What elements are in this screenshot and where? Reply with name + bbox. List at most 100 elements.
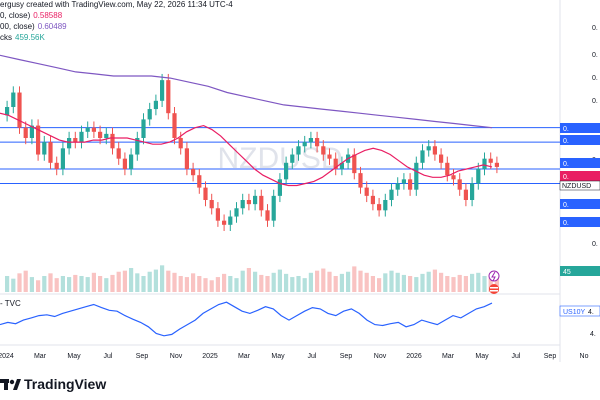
candle-body[interactable]: [203, 187, 208, 200]
candle-body[interactable]: [482, 158, 487, 169]
candle-body[interactable]: [172, 113, 177, 138]
candle-body[interactable]: [135, 138, 140, 155]
ma2-legend[interactable]: 00, close) 0.60489: [0, 22, 67, 32]
candle-body[interactable]: [302, 142, 307, 147]
volume-bar: [296, 276, 301, 292]
candle-body[interactable]: [432, 146, 437, 155]
candle-body[interactable]: [104, 133, 109, 138]
candle-body[interactable]: [191, 169, 196, 176]
candle-body[interactable]: [370, 195, 375, 205]
candle-body[interactable]: [290, 154, 295, 163]
candle-body[interactable]: [377, 204, 382, 211]
candle-body[interactable]: [327, 154, 332, 159]
price-badge-line2: 0.: [563, 138, 569, 145]
candle-body[interactable]: [209, 200, 214, 209]
candle-body[interactable]: [129, 154, 134, 169]
candle-body[interactable]: [246, 200, 251, 205]
candle-body[interactable]: [315, 138, 320, 147]
candle-body[interactable]: [228, 216, 233, 225]
candle-body[interactable]: [222, 220, 227, 225]
candle-body[interactable]: [364, 187, 369, 196]
candle-body[interactable]: [414, 162, 419, 190]
candle-body[interactable]: [253, 195, 258, 205]
candle-body[interactable]: [445, 162, 450, 176]
candle-body[interactable]: [284, 162, 289, 180]
candle-body[interactable]: [426, 146, 431, 151]
us10y-low-tick: 4.: [590, 331, 596, 338]
candle-body[interactable]: [277, 179, 282, 196]
candle-body[interactable]: [147, 109, 152, 120]
candle-body[interactable]: [476, 169, 481, 184]
candle-body[interactable]: [463, 189, 468, 200]
candle-body[interactable]: [73, 138, 78, 143]
candle-body[interactable]: [48, 142, 53, 163]
candle-body[interactable]: [215, 208, 220, 221]
candle-body[interactable]: [29, 125, 34, 138]
candle-body[interactable]: [42, 142, 47, 155]
candle-body[interactable]: [383, 200, 388, 211]
event-lightning-icon[interactable]: [488, 270, 500, 282]
candle-body[interactable]: [333, 158, 338, 169]
candle-body[interactable]: [153, 100, 158, 110]
ma-slow-line[interactable]: [0, 54, 493, 129]
candle-body[interactable]: [457, 179, 462, 190]
candle-body[interactable]: [60, 148, 65, 169]
candle-body[interactable]: [488, 158, 493, 163]
candle-body[interactable]: [197, 175, 202, 188]
candle-body[interactable]: [240, 200, 245, 209]
candle-body[interactable]: [36, 125, 41, 155]
candle-body[interactable]: [141, 119, 146, 138]
price-badge-line4: 0.: [563, 202, 569, 209]
candle-body[interactable]: [122, 158, 127, 169]
candle-body[interactable]: [67, 138, 72, 149]
tradingview-logo[interactable]: TradingView: [0, 374, 106, 394]
candle-body[interactable]: [184, 148, 189, 169]
candle-body[interactable]: [110, 133, 115, 149]
candle-body[interactable]: [17, 92, 22, 128]
price-tick-label: 0.: [592, 241, 598, 248]
candle-body[interactable]: [178, 138, 183, 149]
ma-fast-line[interactable]: [0, 112, 493, 187]
candle-body[interactable]: [395, 183, 400, 190]
candle-body[interactable]: [470, 183, 475, 200]
candle-body[interactable]: [308, 138, 313, 143]
symbol-badge[interactable]: NZDUSD: [562, 183, 591, 190]
event-flag-icon[interactable]: [489, 284, 499, 294]
candle-body[interactable]: [339, 162, 344, 169]
candle-body[interactable]: [321, 146, 326, 155]
candle-body[interactable]: [166, 80, 171, 114]
candle-body[interactable]: [23, 127, 28, 138]
candle-body[interactable]: [116, 148, 121, 159]
price-badge-ma-fast: 0.: [563, 174, 569, 181]
candle-body[interactable]: [234, 208, 239, 217]
candle-body[interactable]: [91, 127, 96, 132]
candle-body[interactable]: [439, 154, 444, 163]
candle-body[interactable]: [259, 195, 264, 211]
candle-body[interactable]: [401, 179, 406, 184]
candle-body[interactable]: [54, 162, 59, 169]
volume-legend[interactable]: cks 459.56K: [0, 33, 45, 43]
candle-body[interactable]: [296, 146, 301, 155]
ma1-legend[interactable]: 0, close) 0.58588: [0, 11, 62, 21]
candle-body[interactable]: [98, 131, 103, 138]
candle-body[interactable]: [160, 80, 165, 101]
candle-body[interactable]: [358, 173, 363, 188]
candle-body[interactable]: [79, 131, 84, 143]
candle-body[interactable]: [389, 189, 394, 200]
candle-body[interactable]: [494, 162, 499, 167]
us10y-line[interactable]: [0, 301, 493, 337]
candle-body[interactable]: [408, 179, 413, 190]
candle-body[interactable]: [352, 154, 357, 174]
volume-bar: [457, 274, 462, 292]
candle-body[interactable]: [265, 210, 270, 221]
candle-body[interactable]: [271, 195, 276, 221]
candle-body[interactable]: [5, 107, 10, 116]
candle-body[interactable]: [451, 175, 456, 180]
time-tick-label: Mar: [442, 353, 455, 360]
candle-body[interactable]: [420, 150, 425, 163]
volume-bar: [166, 270, 171, 292]
candle-body[interactable]: [11, 92, 16, 107]
candle-body[interactable]: [85, 127, 90, 132]
